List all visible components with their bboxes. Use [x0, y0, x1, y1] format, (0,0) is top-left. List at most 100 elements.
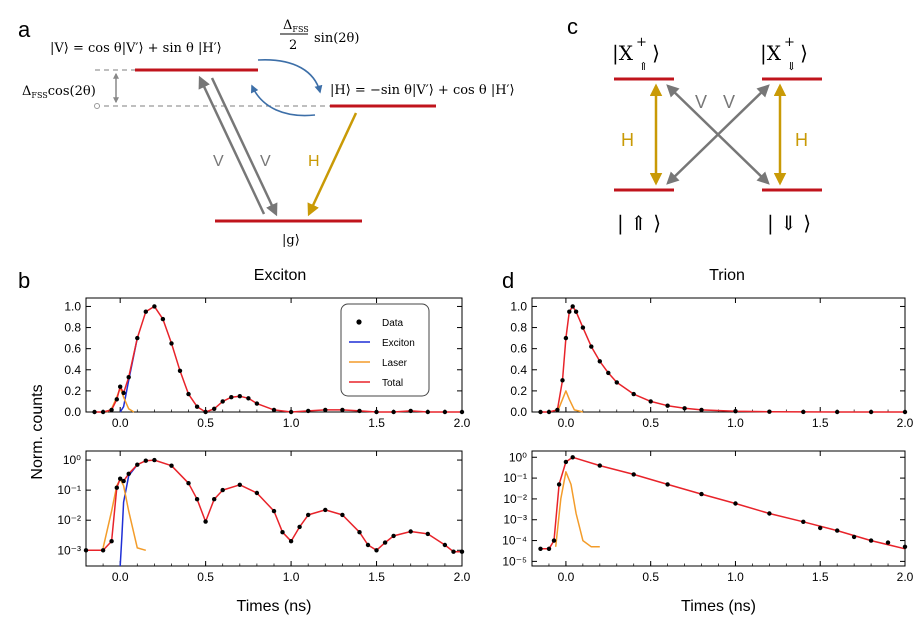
data-point — [186, 391, 191, 397]
data-point — [229, 395, 234, 400]
x-tick-label: 1.5 — [812, 570, 829, 584]
data-point — [631, 472, 636, 477]
coupling-arrow-down — [257, 59, 323, 94]
data-point — [573, 309, 579, 314]
x-tick-label: 1.5 — [368, 570, 385, 584]
data-point — [551, 538, 557, 543]
data-point — [152, 457, 157, 463]
data-point — [114, 397, 120, 402]
data-point — [271, 508, 277, 514]
data-point — [306, 512, 311, 518]
data-point — [280, 530, 285, 535]
panel-label-c: c — [567, 14, 578, 39]
series-line-exciton — [119, 464, 138, 567]
y-tick-label: 1.0 — [510, 299, 527, 313]
data-point — [203, 519, 208, 524]
x-tick-label: 1.0 — [283, 570, 300, 584]
panel-label-d: d — [502, 268, 514, 293]
data-point — [597, 463, 602, 468]
label-V-right: V — [723, 92, 735, 112]
legend-box — [340, 303, 430, 397]
data-point — [121, 390, 126, 396]
data-point — [767, 409, 772, 414]
chart-b-linear: 0.0 0.5 1.0 1.5 2.0 0.0 0.2 0.4 0.6 0.8 1.0 Exciton — [64, 267, 470, 430]
data-point — [143, 458, 148, 463]
data-point — [563, 459, 569, 465]
x-tick-label: 2.0 — [897, 570, 914, 584]
data-point — [340, 512, 345, 518]
data-point — [126, 375, 131, 380]
data-point — [699, 491, 704, 497]
data-point — [589, 344, 594, 349]
series-line-total — [94, 305, 462, 413]
data-point — [567, 309, 572, 314]
data-point — [699, 407, 704, 413]
data-point — [546, 409, 552, 415]
plot-frame — [531, 297, 906, 413]
y-tick-label: 10⁰ — [509, 450, 527, 464]
x-tick-label: 0.0 — [558, 416, 575, 430]
transition-arrow-V-down — [210, 77, 278, 217]
splitting-label: ΔFSScos(2θ) — [22, 84, 96, 100]
y-tick-label: 0.6 — [64, 342, 81, 356]
x-tick-label: 0.0 — [558, 570, 575, 584]
data-point — [851, 534, 857, 540]
data-point — [570, 455, 575, 460]
data-point — [538, 409, 543, 415]
y-tick-label: 0.0 — [64, 405, 81, 419]
series-line-laser — [554, 471, 600, 548]
data-point — [194, 404, 200, 409]
label-V-left: V — [695, 92, 707, 112]
data-point — [459, 409, 465, 415]
y-tick-label: 1.0 — [64, 299, 81, 313]
data-point — [555, 407, 560, 413]
label-V-right: V — [260, 153, 271, 170]
coupling-denominator: 2 — [289, 38, 297, 53]
data-point — [733, 501, 738, 506]
data-point — [177, 368, 183, 373]
state-X-up-label: |X + ⇑⟩ — [612, 35, 660, 73]
coupling-numerator: ΔFSS — [283, 18, 309, 34]
x-tick-label: 0.5 — [642, 570, 659, 584]
data-point — [665, 403, 670, 408]
y-tick-label: 10⁻² — [503, 492, 527, 506]
data-point — [767, 511, 772, 516]
data-point — [100, 548, 106, 553]
series-line-laser — [556, 390, 584, 413]
series-line-total — [86, 459, 462, 553]
data-point — [451, 549, 456, 554]
data-point — [818, 525, 823, 531]
data-point — [237, 482, 242, 487]
x-tick-label: 2.0 — [897, 416, 914, 430]
x-tick-label: 0.0 — [112, 416, 129, 430]
data-point — [556, 482, 562, 487]
data-point — [580, 325, 586, 330]
data-point — [135, 335, 140, 341]
data-point — [152, 304, 157, 309]
data-point — [597, 359, 602, 364]
data-point — [902, 409, 908, 415]
data-point — [801, 519, 806, 524]
coupling-function: sin(2θ) — [314, 31, 359, 46]
data-point — [665, 482, 670, 487]
data-point — [297, 524, 302, 530]
y-tick-label: 10⁻³ — [57, 543, 81, 557]
label-H: H — [308, 153, 320, 170]
data-point — [606, 370, 611, 376]
data-point — [459, 549, 465, 554]
data-point — [408, 529, 413, 534]
series-line-laser — [102, 478, 147, 552]
data-point — [160, 316, 166, 322]
data-point — [570, 304, 575, 309]
data-point — [374, 548, 379, 553]
y-tick-label: 0.8 — [510, 321, 527, 335]
data-point — [220, 399, 225, 404]
data-point — [306, 408, 311, 414]
data-point — [212, 406, 217, 411]
data-point — [442, 542, 448, 548]
data-point — [340, 407, 345, 413]
coupling-arrow-up — [251, 84, 316, 117]
data-point — [237, 394, 242, 399]
data-point — [323, 407, 328, 413]
y-tick-label: 0.0 — [510, 405, 527, 419]
